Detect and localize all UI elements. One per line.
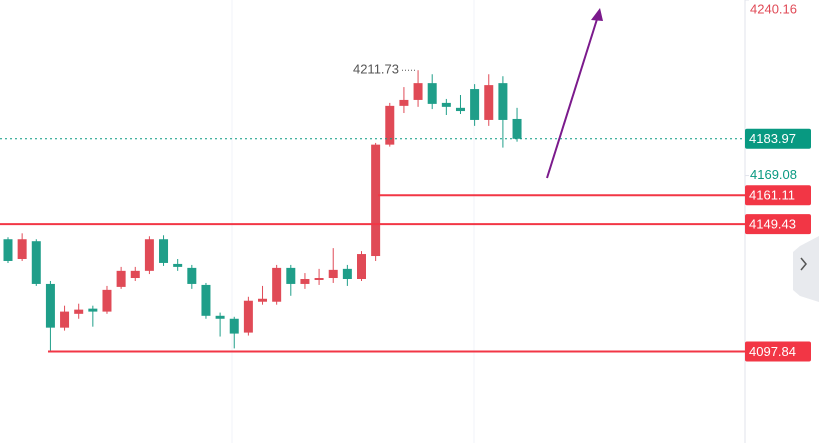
side-tab-bg[interactable]	[793, 236, 819, 302]
candle-body	[484, 85, 494, 120]
candle-body	[130, 270, 140, 279]
y-tick-label: 4240.16	[750, 1, 797, 16]
plot: 4240.16 4169.08 4161.11 4149.43 4097.84 4183.…	[0, 0, 811, 362]
last-price-bg	[745, 128, 811, 149]
candle-body	[413, 83, 423, 100]
level-label: 4161.11	[749, 188, 795, 203]
candle-body	[399, 99, 409, 106]
candle-body	[512, 118, 522, 139]
candle-body	[357, 254, 366, 279]
candle-body	[116, 270, 126, 287]
candle-body	[272, 267, 282, 302]
candle-body	[300, 278, 310, 284]
candle-body	[88, 308, 98, 312]
candle-body	[258, 298, 268, 302]
candle-body	[342, 268, 352, 279]
candle-body	[328, 269, 338, 279]
candle-body	[173, 263, 183, 267]
candle-body	[243, 300, 253, 333]
high-annotation: 4211.73	[353, 62, 399, 77]
candle-body	[159, 239, 169, 263]
candle-body	[470, 89, 480, 120]
candle-body	[31, 241, 41, 284]
y-tick-label: 4169.08	[750, 167, 797, 182]
candle-body	[144, 239, 154, 271]
level-label-bg	[745, 341, 811, 362]
candle-body	[45, 283, 55, 328]
level-label-bg	[745, 185, 811, 206]
candle-body	[427, 83, 437, 104]
candle-body	[229, 318, 239, 334]
candle-body	[201, 284, 211, 316]
candle-body	[74, 309, 84, 314]
candle-body	[455, 107, 465, 112]
candle-body	[385, 105, 395, 145]
arrow-head	[591, 8, 603, 21]
level-label: 4097.84	[749, 344, 796, 359]
candle-body	[60, 311, 70, 328]
candle-body	[371, 144, 381, 257]
last-price-label: 4183.97	[749, 131, 796, 146]
level-label-bg	[745, 214, 811, 235]
side-tab-icon[interactable]	[800, 257, 807, 271]
candle-body	[314, 278, 324, 280]
side-tab[interactable]	[793, 236, 819, 302]
candle-body	[3, 239, 13, 261]
candle-body	[17, 239, 27, 259]
arrow-shaft	[546, 15, 599, 179]
candle-body	[286, 267, 296, 284]
candle-body	[215, 315, 225, 319]
candle-body	[187, 267, 197, 284]
candle-body	[441, 102, 451, 107]
level-label: 4149.43	[749, 217, 796, 232]
arrow	[546, 8, 603, 179]
candle-body	[498, 83, 508, 120]
candle-body	[102, 289, 112, 312]
